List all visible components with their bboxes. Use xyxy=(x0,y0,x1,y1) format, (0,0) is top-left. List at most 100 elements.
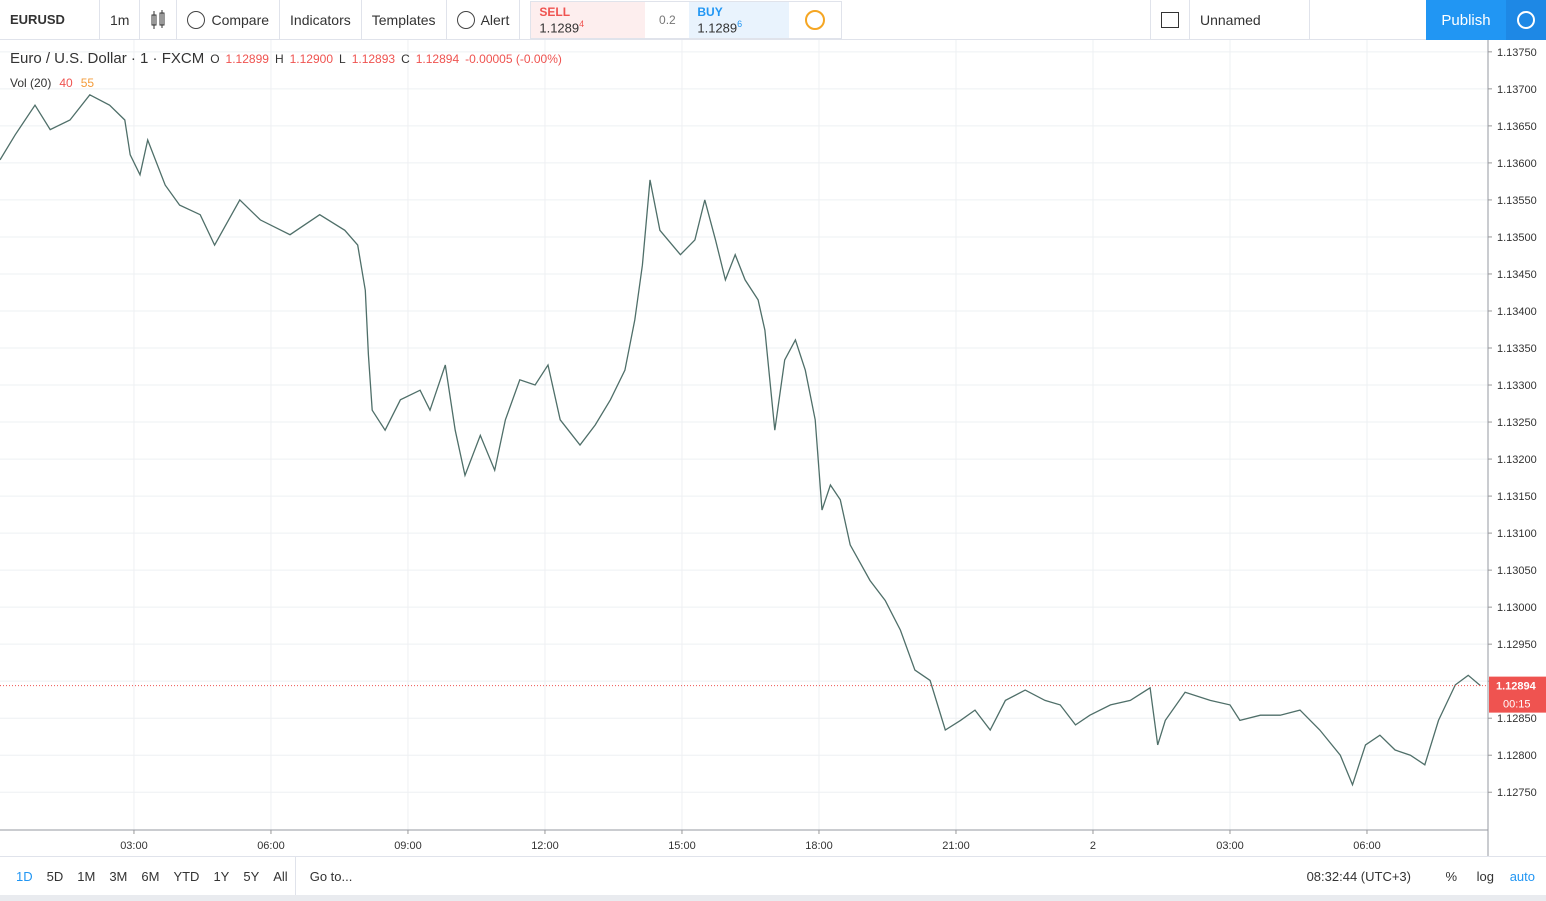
footer-strip xyxy=(0,895,1546,901)
y-tick-label: 1.13450 xyxy=(1497,269,1537,281)
trade-panel: SELL 1.12894 0.2 BUY 1.12896 xyxy=(530,0,843,39)
log[interactable]: log xyxy=(1476,869,1494,884)
alarm-icon xyxy=(456,10,475,29)
sell-pip: 4 xyxy=(579,18,585,29)
x-tick-label: 03:00 xyxy=(1216,840,1244,852)
l-label: L xyxy=(339,51,346,66)
candle-icon xyxy=(151,9,165,29)
o-label: O xyxy=(210,51,220,66)
y-tick-label: 1.13650 xyxy=(1497,121,1537,133)
clock: 08:32:44 (UTC+3) xyxy=(1306,869,1411,884)
range-button[interactable]: 6M xyxy=(141,869,160,884)
spread: 0.2 xyxy=(659,12,676,27)
goto[interactable]: Go to... xyxy=(309,869,353,884)
play-icon xyxy=(1517,11,1535,29)
h-label: H xyxy=(274,51,284,66)
alert-button[interactable]: Alert xyxy=(447,0,521,40)
y-tick-label: 1.13400 xyxy=(1497,306,1537,318)
low: 1.12893 xyxy=(351,51,396,66)
change: -0.00005 (-0.00%) xyxy=(465,51,562,66)
interval[interactable]: 1m xyxy=(100,0,141,40)
plus-icon xyxy=(187,10,206,29)
y-tick-label: 1.13250 xyxy=(1497,417,1537,429)
buy-label: BUY xyxy=(697,4,723,19)
compare-button[interactable]: Compare xyxy=(177,0,281,40)
x-tick-label: 18:00 xyxy=(805,840,833,852)
layout-name[interactable]: Unnamed xyxy=(1190,0,1310,40)
countdown: 00:15 xyxy=(1503,699,1531,711)
range-button[interactable]: All xyxy=(273,869,288,884)
percent[interactable]: % xyxy=(1445,869,1457,884)
y-tick-label: 1.12950 xyxy=(1497,639,1537,651)
buy-button[interactable]: BUY 1.12896 xyxy=(689,1,790,38)
compare: Compare xyxy=(211,11,270,28)
y-tick-label: 1.12750 xyxy=(1497,787,1537,799)
c-label: C xyxy=(401,51,410,66)
y-tick-label: 1.13550 xyxy=(1497,195,1537,207)
y-tick-label: 1.13350 xyxy=(1497,343,1537,355)
legend: Euro / U.S. Dollar · 1 · FXCM O 1.12899 H… xyxy=(10,50,562,67)
y-tick-label: 1.13100 xyxy=(1497,528,1537,540)
y-tick-label: 1.13700 xyxy=(1497,84,1537,96)
chart: 1.13750 1.13700 1.13650 1.13600 1.13550 1.135… xyxy=(0,40,1546,856)
ranges: 1D 5D 1M 3M 6M YTD 1Y 5Y All xyxy=(0,856,296,897)
bottom-bar: 1D 5D 1M 3M 6M YTD 1Y 5Y All Go to... 08:32:44 (… xyxy=(0,856,1546,897)
last-price-label: 1.12894 xyxy=(1496,681,1537,693)
y-tick-label: 1.13300 xyxy=(1497,380,1537,392)
alert: Alert xyxy=(480,11,510,28)
close: 1.12894 xyxy=(415,51,460,66)
range-button[interactable]: 1Y xyxy=(213,869,230,884)
sell-label: SELL xyxy=(539,4,571,19)
y-tick-label: 1.13050 xyxy=(1497,565,1537,577)
layout-button[interactable] xyxy=(1150,0,1190,40)
y-tick-label: 1.13200 xyxy=(1497,454,1537,466)
x-tick-label: 15:00 xyxy=(668,840,696,852)
y-tick-label: 1.13500 xyxy=(1497,232,1537,244)
x-tick-label: 06:00 xyxy=(1353,840,1381,852)
templates-button[interactable]: Templates xyxy=(362,0,447,40)
chart-style[interactable] xyxy=(140,0,178,40)
indicators: Indicators xyxy=(290,11,351,28)
x-tick-label: 06:00 xyxy=(257,840,285,852)
volume-legend: Vol (20) 40 55 xyxy=(10,76,94,90)
volume-b: 55 xyxy=(80,76,95,90)
last-price-box xyxy=(1489,676,1546,713)
range-button[interactable]: 5D xyxy=(46,869,64,884)
range-button[interactable]: YTD xyxy=(173,869,200,884)
range-button[interactable]: 1D xyxy=(16,869,33,884)
info[interactable] xyxy=(789,2,841,38)
y-tick-label: 1.13150 xyxy=(1497,491,1537,503)
auto[interactable]: auto xyxy=(1509,869,1535,884)
indicators-button[interactable]: Indicators xyxy=(280,0,362,40)
open: 1.12899 xyxy=(225,51,269,66)
x-tick-label: 03:00 xyxy=(120,840,148,852)
series-title: Euro / U.S. Dollar · 1 · FXCM xyxy=(10,50,205,67)
sell-button[interactable]: SELL 1.12894 xyxy=(531,1,646,38)
toolbar: EURUSD 1m Compare Indicators Templates A… xyxy=(0,0,1546,40)
square-icon xyxy=(1161,11,1179,28)
x-tick-label: 2 xyxy=(1090,840,1096,852)
symbol[interactable]: EURUSD xyxy=(0,0,100,40)
buy-pip: 6 xyxy=(737,18,743,29)
x-tick-label: 12:00 xyxy=(531,840,559,852)
sell-price: 1.1289 xyxy=(539,19,580,35)
y-tick-label: 1.13000 xyxy=(1497,602,1537,614)
y-tick-label: 1.12800 xyxy=(1497,750,1537,762)
volume-title: Vol (20) xyxy=(10,76,52,90)
range-button[interactable]: 1M xyxy=(77,869,96,884)
y-tick-label: 1.13600 xyxy=(1497,158,1537,170)
buy-price: 1.1289 xyxy=(697,19,738,35)
x-tick-label: 21:00 xyxy=(942,840,970,852)
high: 1.12900 xyxy=(289,51,333,66)
volume-a: 40 xyxy=(59,76,73,90)
templates: Templates xyxy=(371,11,436,28)
price-line xyxy=(0,93,1481,787)
x-tick-label: 09:00 xyxy=(394,840,422,852)
publish-button[interactable]: Publish xyxy=(1426,0,1506,40)
play-button[interactable] xyxy=(1506,0,1546,40)
range-button[interactable]: 3M xyxy=(109,869,128,884)
unnamed: Unnamed xyxy=(1200,11,1261,28)
y-tick-label: 1.13750 xyxy=(1497,47,1537,59)
range-button[interactable]: 5Y xyxy=(243,869,260,884)
